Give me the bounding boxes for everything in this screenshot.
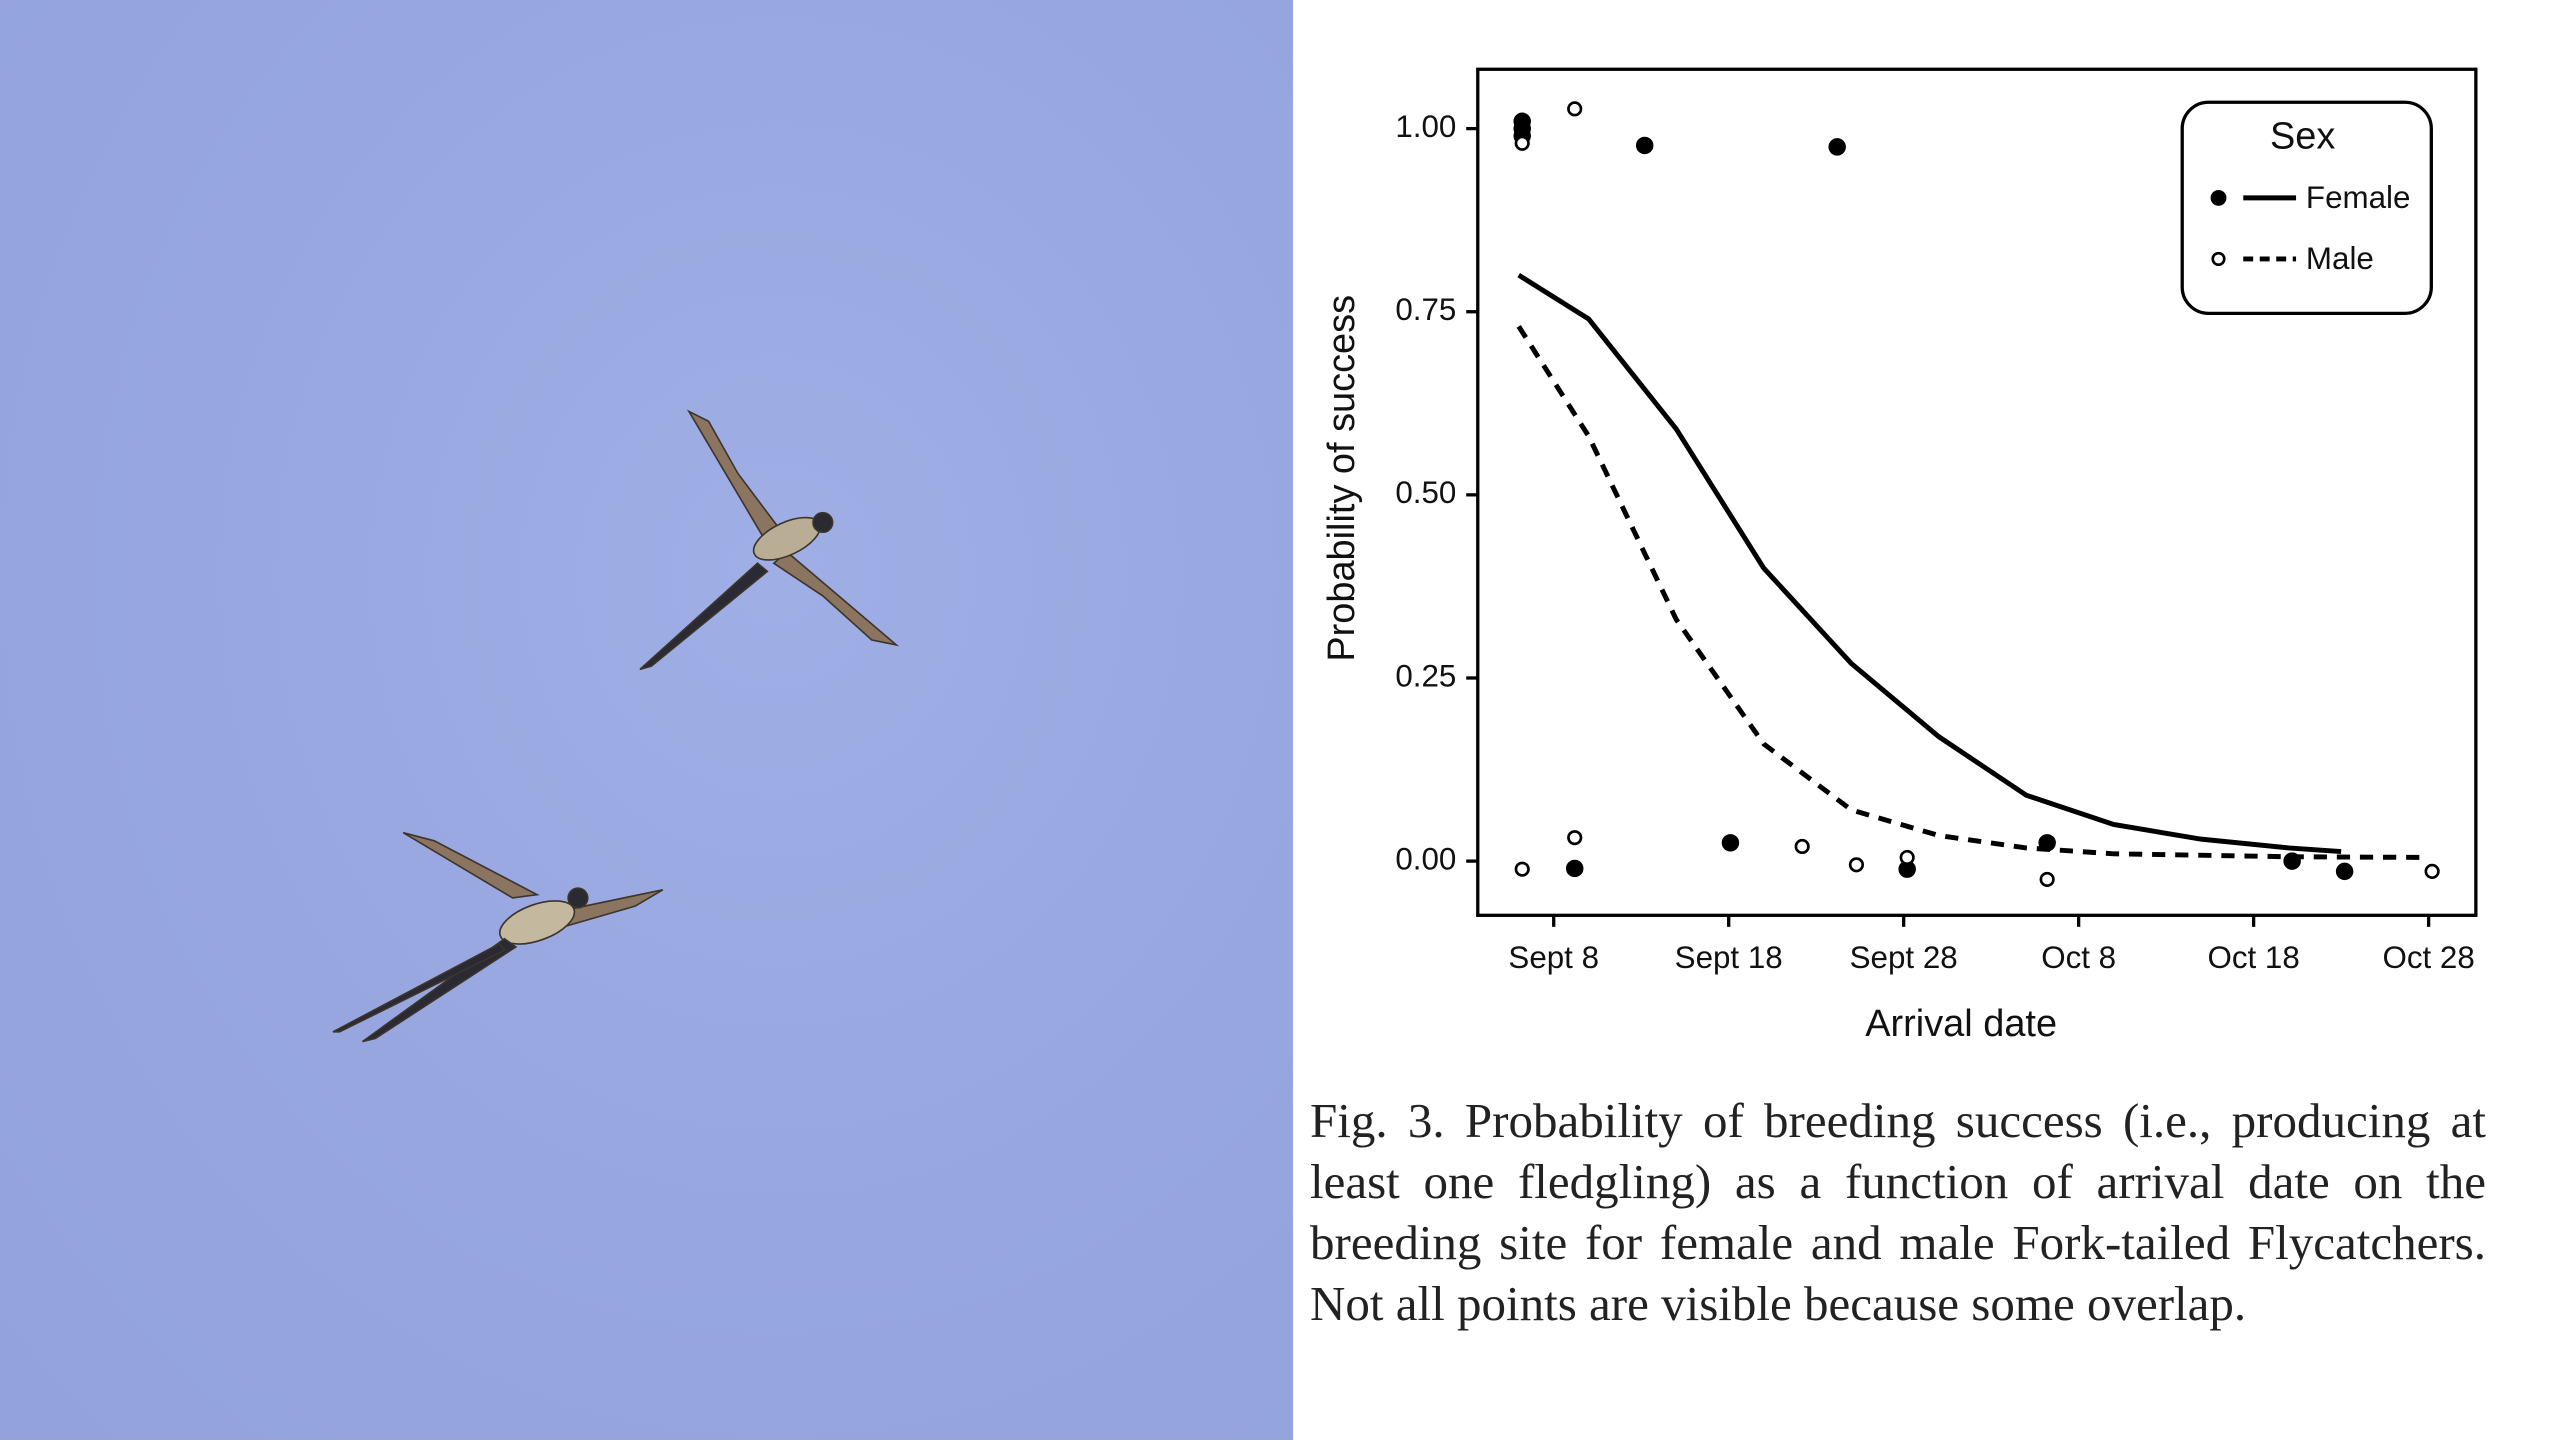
data-point [1567,101,1583,117]
bird-photo [0,0,1293,1440]
data-point [2335,862,2354,881]
data-point [1514,135,1530,151]
legend-label: Female [2306,180,2410,215]
x-tick-label: Sept 18 [1675,940,1783,975]
y-tick-label: 0.75 [1395,292,1456,327]
data-point [1899,849,1915,866]
y-tick-label: 0.25 [1395,658,1456,693]
legend-label: Male [2306,241,2374,276]
figure-caption: Fig. 3. Probability of breeding success … [1310,1093,2486,1331]
data-point [2424,863,2440,879]
data-point [1848,857,1865,873]
legend-marker [2211,251,2226,267]
x-tick-label: Oct 28 [2382,940,2474,975]
data-point [2038,834,2056,852]
x-axis-label: Arrival date [1865,1003,2057,1045]
data-point [1567,830,1583,846]
data-point [1635,136,1654,155]
y-tick-label: 1.00 [1395,109,1456,144]
data-point [1828,138,1846,156]
data-point [1721,834,1740,852]
y-axis-label: Probability of success [1321,295,1363,662]
data-point [2039,871,2055,888]
data-point [1565,859,1584,878]
data-point [2283,852,2301,870]
x-tick-label: Sept 8 [1508,940,1599,975]
x-tick-label: Sept 28 [1850,940,1958,975]
fit-line [1516,325,2429,860]
x-tick-label: Oct 8 [2041,940,2116,975]
x-tick-label: Oct 18 [2207,940,2299,975]
fit-line [1517,273,2342,855]
birds [332,409,900,1043]
y-tick-label: 0.50 [1395,475,1456,510]
legend-marker [2210,189,2227,206]
chart: Arrival date Probability of success Sex … [1321,67,2478,1045]
y-tick-label: 0.00 [1395,841,1456,876]
data-point [1514,861,1530,877]
legend-title: Sex [2270,116,2335,158]
data-point [1794,838,1810,855]
plot-frame [1476,67,2478,917]
